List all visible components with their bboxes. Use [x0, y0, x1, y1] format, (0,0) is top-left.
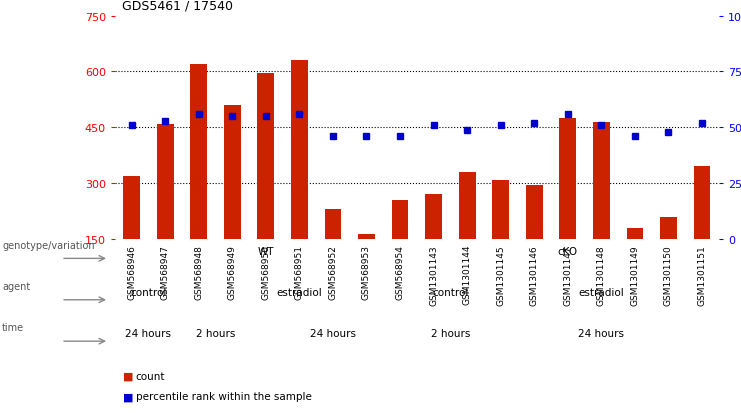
Bar: [157, 124, 173, 240]
Bar: [626, 228, 643, 240]
Bar: [593, 122, 610, 240]
Bar: [325, 210, 342, 240]
Text: ■: ■: [123, 392, 133, 401]
Text: genotype/variation: genotype/variation: [2, 240, 95, 250]
Text: count: count: [136, 371, 165, 381]
Text: control: control: [432, 287, 468, 297]
Text: 2 hours: 2 hours: [196, 328, 235, 339]
Text: percentile rank within the sample: percentile rank within the sample: [136, 392, 311, 401]
Text: 24 hours: 24 hours: [125, 328, 171, 339]
Bar: [492, 180, 509, 240]
Text: 24 hours: 24 hours: [578, 328, 625, 339]
Text: WT: WT: [258, 246, 274, 256]
Bar: [559, 119, 576, 240]
Text: ■: ■: [123, 371, 133, 381]
Bar: [660, 217, 677, 240]
Text: 24 hours: 24 hours: [310, 328, 356, 339]
Bar: [392, 200, 408, 240]
Bar: [694, 167, 711, 240]
Text: agent: agent: [2, 281, 30, 291]
Bar: [257, 74, 274, 240]
Bar: [459, 173, 476, 240]
Text: 2 hours: 2 hours: [431, 328, 470, 339]
Bar: [123, 176, 140, 240]
Text: control: control: [130, 287, 167, 297]
Bar: [291, 61, 308, 240]
Text: time: time: [2, 323, 24, 332]
Bar: [224, 106, 241, 240]
Text: cKO: cKO: [558, 246, 578, 256]
Text: estradiol: estradiol: [276, 287, 322, 297]
Bar: [425, 195, 442, 240]
Text: estradiol: estradiol: [579, 287, 624, 297]
Bar: [190, 65, 207, 240]
Text: GDS5461 / 17540: GDS5461 / 17540: [122, 0, 233, 12]
Bar: [526, 186, 542, 240]
Bar: [358, 234, 375, 240]
